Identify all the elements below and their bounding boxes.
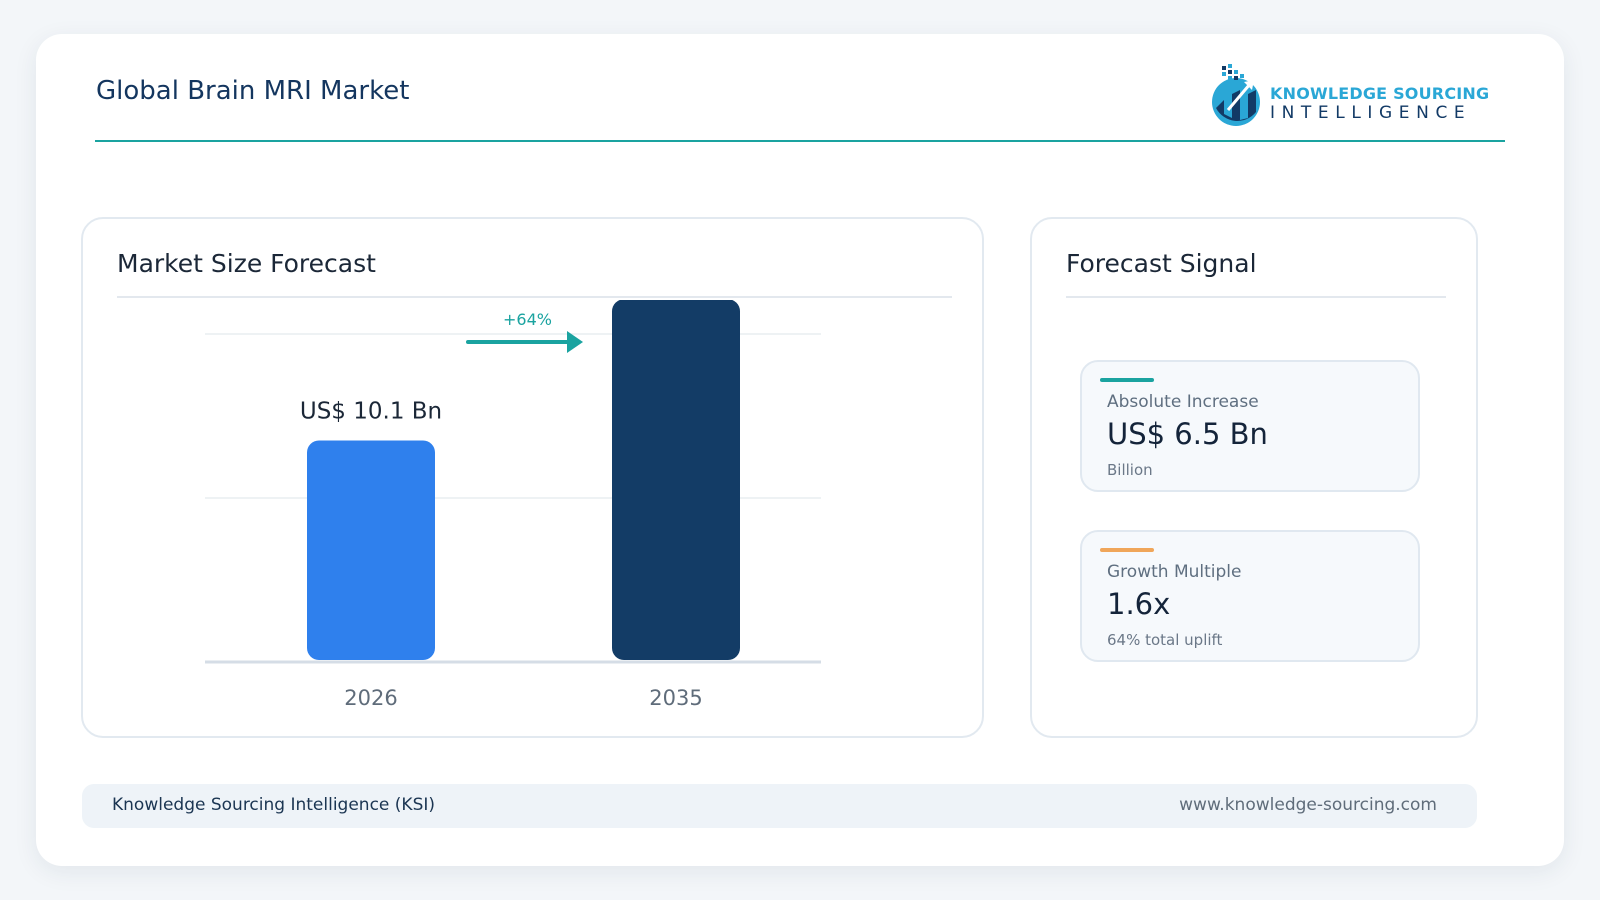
bar-2035 [612,300,740,660]
logo-text-primary: KNOWLEDGE SOURCING [1270,84,1490,103]
logo-text-secondary: INTELLIGENCE [1270,103,1472,123]
metric-card-absolute-increase: Absolute Increase US$ 6.5 Bn Billion [1080,360,1420,492]
market-size-chart: +64% US$ 10.1 Bn2026US$ 16.6 Bn2035 [205,300,821,710]
page-title: Global Brain MRI Market [96,76,410,106]
footer-company-name: Knowledge Sourcing Intelligence (KSI) [112,795,436,815]
metric-accent-bar [1100,378,1154,382]
panel-title-market-size: Market Size Forecast [117,249,376,278]
footer-bar: Knowledge Sourcing Intelligence (KSI) ww… [82,784,1477,828]
panel-divider [117,296,952,298]
growth-percent-label: +64% [503,310,552,329]
footer-website-link[interactable]: www.knowledge-sourcing.com [1179,795,1437,815]
growth-arrow-icon [466,331,583,353]
metric-accent-bar [1100,548,1154,552]
metric-note: Billion [1107,461,1153,479]
category-label-2026: 2026 [344,686,397,710]
metric-note: 64% total uplift [1107,631,1223,649]
metric-card-growth-multiple: Growth Multiple 1.6x 64% total uplift [1080,530,1420,662]
company-logo: KNOWLEDGE SOURCING INTELLIGENCE [1210,60,1489,130]
value-label-2026: US$ 10.1 Bn [300,398,442,424]
panel-title-forecast-signal: Forecast Signal [1066,249,1257,278]
title-divider [95,140,1505,142]
metric-value: US$ 6.5 Bn [1107,417,1268,451]
bars-group: US$ 10.1 Bn2026US$ 16.6 Bn2035 [300,300,740,710]
logo-mark-icon [1212,64,1260,126]
category-label-2035: 2035 [649,686,702,710]
market-size-panel: Market Size Forecast [81,217,984,738]
panel-divider [1066,296,1446,298]
metric-label: Absolute Increase [1107,392,1259,412]
metric-label: Growth Multiple [1107,562,1242,582]
metric-value: 1.6x [1107,587,1171,621]
bar-2026 [307,440,435,660]
